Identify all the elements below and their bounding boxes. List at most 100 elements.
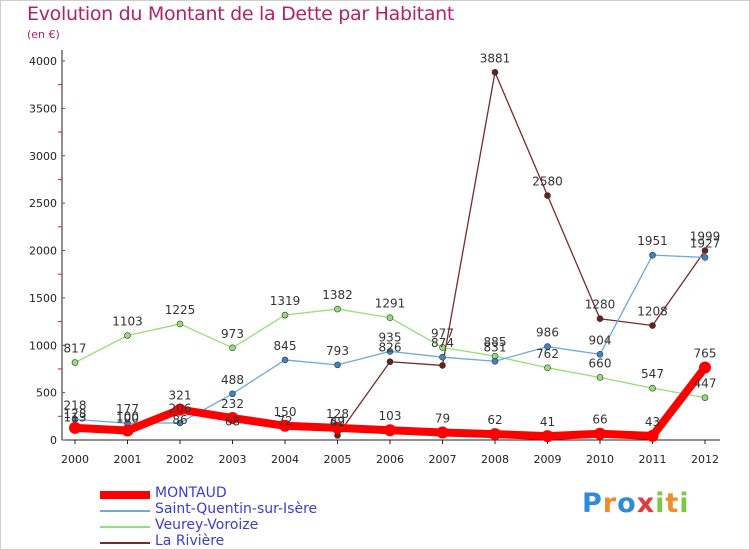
data-label: 1999 xyxy=(690,230,721,244)
y-tick-label: 1000 xyxy=(29,339,57,352)
data-label: 1225 xyxy=(165,303,196,317)
chart-subtitle: (en €) xyxy=(27,28,60,41)
y-tick-label: 3000 xyxy=(29,150,57,163)
x-tick-label: 2005 xyxy=(324,453,352,466)
data-label: 447 xyxy=(694,377,717,391)
data-point-1 xyxy=(649,251,656,259)
data-label: 1103 xyxy=(112,314,143,328)
data-label: 885 xyxy=(484,335,507,349)
y-tick-label: 500 xyxy=(36,387,57,400)
data-point-2 xyxy=(334,305,341,313)
data-point-3 xyxy=(491,68,499,76)
data-point-0 xyxy=(436,426,449,439)
data-label: 826 xyxy=(379,341,402,355)
data-point-0 xyxy=(121,424,134,437)
data-label: 488 xyxy=(221,373,244,387)
data-point-0 xyxy=(646,429,659,442)
data-label: 62 xyxy=(487,413,502,427)
data-point-1 xyxy=(701,254,709,261)
data-label: 103 xyxy=(379,409,402,423)
legend-label: La Rivière xyxy=(155,533,225,549)
y-tick-label: 1500 xyxy=(29,292,57,305)
data-point-0 xyxy=(279,419,291,432)
data-point-2 xyxy=(439,344,446,351)
data-label: 43 xyxy=(645,415,660,429)
x-tick-label: 2012 xyxy=(691,453,719,466)
data-label: 977 xyxy=(431,326,454,340)
legend-swatch xyxy=(100,510,150,512)
data-point-2 xyxy=(649,384,656,392)
data-label: 1319 xyxy=(270,294,301,308)
x-tick-label: 2000 xyxy=(61,453,89,466)
data-point-2 xyxy=(701,394,709,401)
series-line-3 xyxy=(336,71,706,437)
data-point-3 xyxy=(439,362,446,369)
x-tick-label: 2001 xyxy=(114,453,142,466)
data-label-extra: 68 xyxy=(225,415,240,429)
data-point-3 xyxy=(386,358,394,366)
data-point-1 xyxy=(334,361,341,369)
data-point-1 xyxy=(229,390,236,398)
data-label: 904 xyxy=(589,333,612,347)
data-label: 100 xyxy=(116,410,139,424)
data-label: 817 xyxy=(64,342,87,356)
data-label: 232 xyxy=(221,397,244,411)
data-label: 973 xyxy=(221,327,244,341)
x-tick-label: 2004 xyxy=(271,453,299,466)
brand-letter: t xyxy=(665,488,680,519)
data-label: 1951 xyxy=(637,234,668,248)
data-label: 762 xyxy=(536,347,559,361)
data-label: 79 xyxy=(435,412,450,426)
data-point-1 xyxy=(491,357,499,365)
data-label: 3881 xyxy=(480,51,511,65)
x-tick-label: 2010 xyxy=(586,453,614,466)
data-label: 49 xyxy=(330,414,345,428)
data-label: 1291 xyxy=(375,297,406,311)
x-tick-label: 2002 xyxy=(166,453,194,466)
data-point-1 xyxy=(439,353,446,361)
data-point-2 xyxy=(176,320,184,328)
data-point-2 xyxy=(71,359,79,366)
data-label: 547 xyxy=(641,367,664,381)
data-point-1 xyxy=(596,351,604,358)
legend-swatch xyxy=(100,491,150,499)
data-label: 1382 xyxy=(322,288,353,302)
y-tick-label: 2000 xyxy=(29,245,57,258)
data-point-3 xyxy=(701,247,709,254)
data-label: 986 xyxy=(536,326,559,340)
data-point-1 xyxy=(544,343,551,350)
chart-title: Evolution du Montant de la Dette par Hab… xyxy=(27,3,455,25)
data-point-3 xyxy=(596,315,604,323)
data-point-3 xyxy=(544,192,551,199)
data-point-3 xyxy=(649,322,656,329)
legend-label: Veurey-Voroize xyxy=(155,517,259,533)
data-point-0 xyxy=(69,421,81,434)
brand-letter: i xyxy=(655,488,666,519)
data-point-2 xyxy=(544,364,551,372)
data-label-extra: 206 xyxy=(169,401,192,415)
data-point-2 xyxy=(596,374,604,381)
data-label: 874 xyxy=(431,336,454,350)
legend-label: MONTAUD xyxy=(155,485,227,501)
legend-label: Saint-Quentin-sur-Isère xyxy=(155,501,318,517)
data-point-0 xyxy=(699,361,711,374)
data-point-1 xyxy=(386,348,394,355)
brand-letter: x xyxy=(636,488,656,519)
data-label-extra: 72 xyxy=(277,414,292,428)
data-label: 177 xyxy=(116,402,139,416)
data-label: 66 xyxy=(592,413,607,427)
x-tick-label: 2011 xyxy=(639,453,667,466)
data-label: 935 xyxy=(379,330,402,344)
data-point-2 xyxy=(386,314,394,321)
brand-letter: P xyxy=(582,488,603,519)
data-point-0 xyxy=(489,428,501,441)
data-point-2 xyxy=(229,344,236,352)
data-label: 218 xyxy=(64,398,87,412)
y-tick-label: 4000 xyxy=(29,55,57,68)
data-label: 831 xyxy=(484,340,507,354)
data-label-extra: 86 xyxy=(172,413,187,427)
y-tick-label: 3500 xyxy=(29,102,57,115)
y-tick-label: 0 xyxy=(50,434,57,447)
